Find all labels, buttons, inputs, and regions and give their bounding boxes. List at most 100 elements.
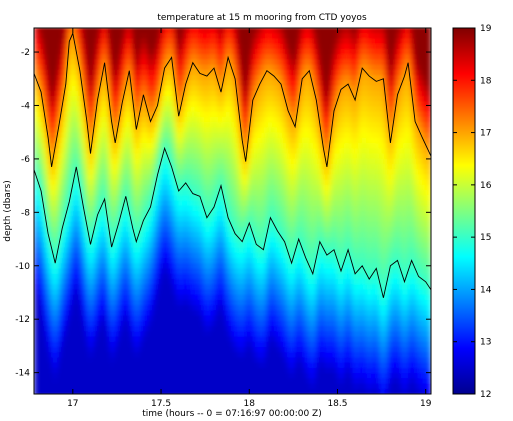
heatmap-cell (167, 132, 172, 139)
heatmap-cell (210, 69, 214, 76)
heatmap-cell (63, 305, 67, 311)
heatmap-cell (81, 101, 85, 108)
heatmap-cell (105, 242, 110, 249)
heatmap-cell (66, 252, 70, 259)
heatmap-cell (91, 200, 95, 207)
heatmap-cell (115, 143, 119, 149)
heatmap-cell (180, 388, 184, 394)
heatmap-cell (98, 64, 102, 71)
heatmap-cell (190, 158, 194, 165)
heatmap-cell (58, 122, 62, 128)
heatmap-cell (163, 378, 167, 385)
heatmap-cell (88, 247, 92, 254)
heatmap-cell (148, 326, 152, 332)
heatmap-cell (145, 346, 149, 353)
heatmap-cell (180, 59, 184, 66)
heatmap-cell (128, 278, 132, 285)
heatmap-cell (98, 242, 102, 249)
heatmap-cell (73, 101, 77, 108)
heatmap-cell (63, 54, 67, 60)
heatmap-cell (190, 252, 194, 259)
heatmap-cell (187, 278, 191, 285)
heatmap-cell (78, 221, 82, 228)
heatmap-cell (118, 362, 122, 369)
heatmap-cell (53, 137, 57, 144)
heatmap-cell (86, 294, 90, 301)
heatmap-cell (177, 378, 181, 385)
heatmap-cell (123, 163, 127, 170)
heatmap-cell (128, 33, 132, 40)
heatmap-cell (143, 116, 147, 123)
heatmap-cell (91, 294, 95, 301)
heatmap-cell (148, 284, 152, 291)
heatmap-cell (145, 305, 149, 311)
heatmap-cell (172, 69, 177, 76)
heatmap-cell (100, 247, 105, 254)
heatmap-cell (48, 106, 52, 113)
heatmap-cell (115, 116, 119, 123)
heatmap-cell (61, 179, 65, 186)
heatmap-cell (145, 242, 149, 249)
heatmap-cell (38, 132, 43, 139)
heatmap-cell (38, 341, 43, 348)
heatmap-cell (148, 106, 152, 113)
heatmap-cell (96, 43, 100, 50)
heatmap-cell (51, 148, 55, 155)
heatmap-cell (34, 315, 38, 322)
heatmap-cell (128, 80, 132, 87)
heatmap-cell (58, 336, 62, 343)
heatmap-cell (120, 190, 124, 196)
heatmap-cell (81, 268, 85, 275)
heatmap-cell (66, 169, 70, 175)
heatmap-cell (158, 137, 162, 144)
heatmap-cell (103, 221, 107, 228)
heatmap-cell (48, 205, 52, 212)
heatmap-cell (118, 143, 122, 149)
heatmap-cell (34, 200, 38, 207)
heatmap-cell (88, 59, 92, 66)
heatmap-cell (170, 64, 174, 71)
heatmap-cell (43, 174, 47, 181)
heatmap-cell (91, 273, 95, 280)
heatmap-cell (118, 38, 122, 45)
heatmap-cell (200, 33, 204, 40)
heatmap-cell (105, 278, 110, 285)
heatmap-cell (73, 127, 77, 134)
heatmap-cell (81, 116, 85, 123)
heatmap-cell (165, 221, 169, 228)
heatmap-cell (86, 80, 90, 87)
heatmap-cell (68, 132, 72, 139)
heatmap-cell (43, 231, 47, 238)
heatmap-cell (200, 278, 204, 285)
heatmap-cell (130, 153, 134, 160)
heatmap-cell (200, 299, 204, 306)
heatmap-cell (182, 38, 186, 45)
heatmap-cell (128, 216, 132, 223)
heatmap-cell (155, 127, 159, 134)
heatmap-cell (125, 179, 129, 186)
heatmap-cell (197, 184, 201, 191)
heatmap-cell (205, 200, 209, 207)
heatmap-cell (158, 101, 162, 108)
heatmap-cell (73, 357, 77, 364)
heatmap-cell (165, 336, 169, 343)
heatmap-cell (63, 28, 67, 34)
heatmap-cell (177, 362, 181, 369)
heatmap-cell (38, 80, 43, 87)
heatmap-cell (190, 294, 194, 301)
heatmap-cell (66, 341, 70, 348)
heatmap-cell (172, 331, 177, 338)
heatmap-cell (187, 205, 191, 212)
heatmap-cell (170, 75, 174, 81)
heatmap-cell (91, 278, 95, 285)
heatmap-cell (88, 184, 92, 191)
heatmap-cell (41, 226, 45, 233)
heatmap-cell (103, 28, 107, 34)
heatmap-cell (38, 352, 43, 358)
heatmap-cell (202, 320, 206, 327)
heatmap-cell (78, 378, 82, 385)
heatmap-cell (170, 80, 174, 87)
heatmap-cell (46, 190, 50, 196)
heatmap-cell (158, 127, 162, 134)
heatmap-cell (115, 174, 119, 181)
